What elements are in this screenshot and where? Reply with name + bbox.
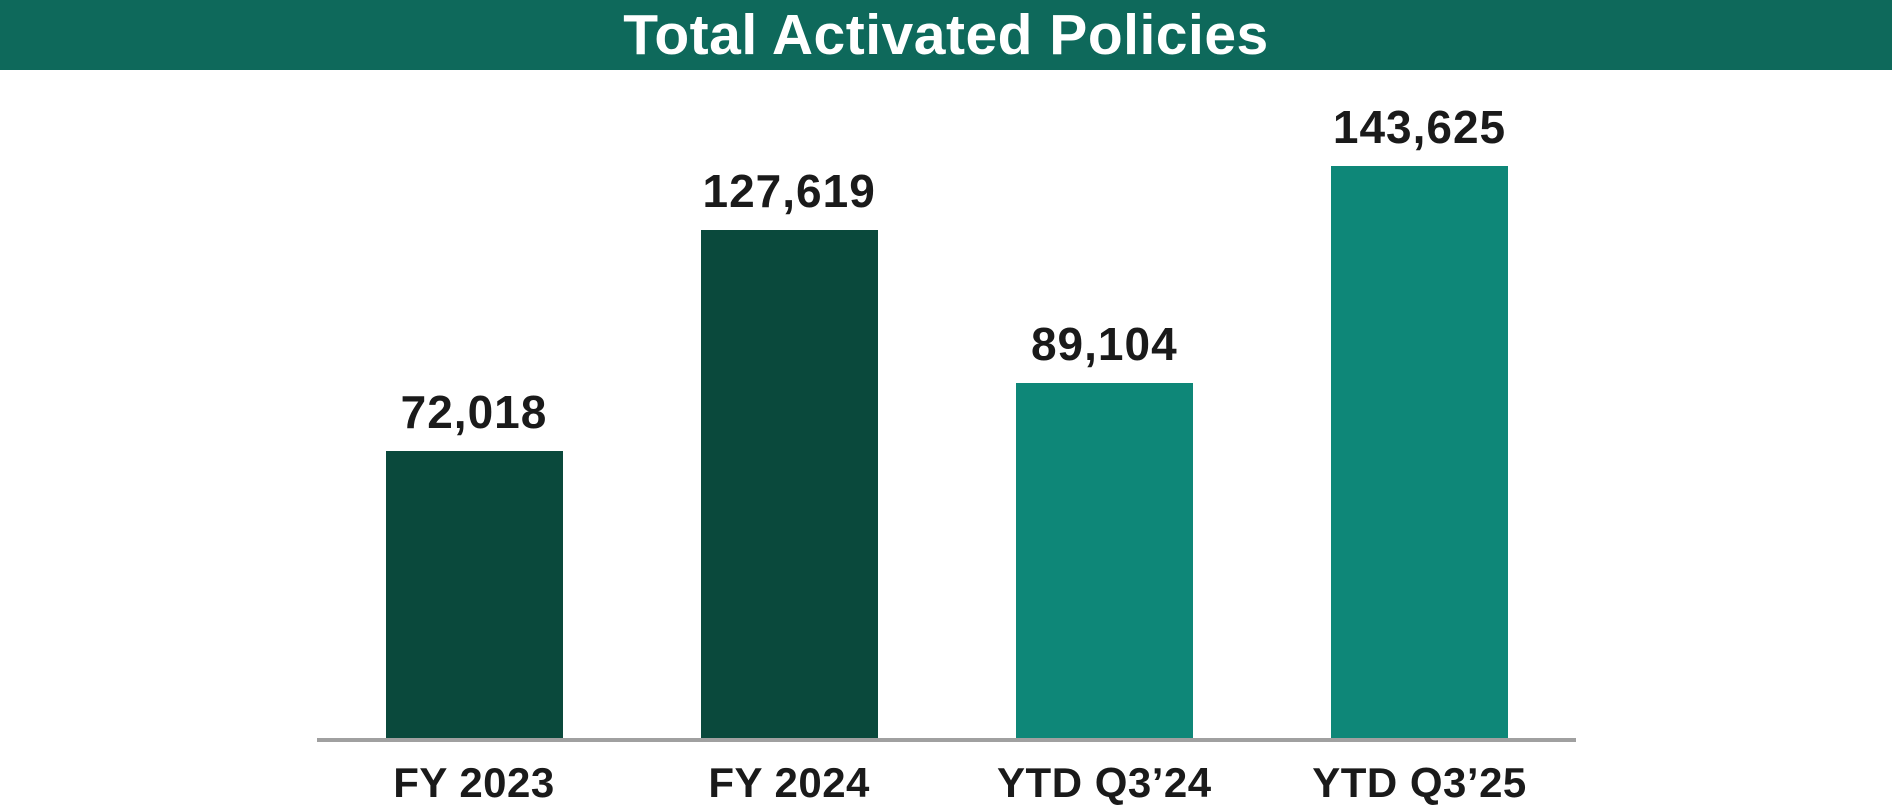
x-axis-labels: FY 2023 FY 2024 YTD Q3’24 YTD Q3’25	[317, 759, 1576, 810]
chart-title: Total Activated Policies	[623, 3, 1269, 67]
bar-value-label: 89,104	[1030, 318, 1178, 370]
bars-container: 72,018 127,619 89,104 143,625	[317, 70, 1576, 738]
x-axis-line	[317, 738, 1576, 742]
bar	[1331, 166, 1508, 738]
bar	[1015, 383, 1193, 738]
bar-value-label: 127,619	[702, 165, 876, 217]
bar-group: 72,018	[385, 386, 563, 738]
bar	[700, 230, 878, 738]
plot-area: 72,018 127,619 89,104 143,625 FY 2023 FY 202…	[317, 70, 1576, 810]
x-axis-label: YTD Q3’25	[1312, 759, 1527, 806]
bar	[385, 451, 563, 738]
bar-value-label: 72,018	[400, 386, 548, 438]
bar-group: 89,104	[1015, 318, 1193, 738]
x-axis-label: FY 2023	[393, 759, 555, 806]
x-axis-label: FY 2024	[708, 759, 870, 806]
bar-group: 127,619	[700, 165, 878, 738]
bar-group: 143,625	[1331, 104, 1508, 738]
x-axis-label: YTD Q3’24	[997, 759, 1212, 806]
chart-title-bar: Total Activated Policies	[0, 0, 1892, 70]
bar-value-label: 143,625	[1332, 101, 1507, 153]
